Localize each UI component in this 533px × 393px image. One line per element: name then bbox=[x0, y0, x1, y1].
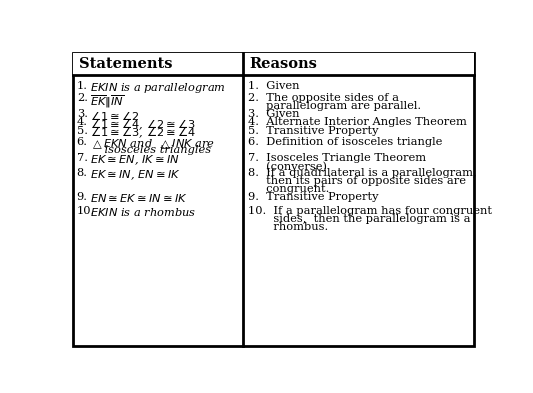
Text: $EK \cong IN$, $EN \cong IK$: $EK \cong IN$, $EN \cong IK$ bbox=[90, 168, 181, 182]
Text: 7.: 7. bbox=[77, 153, 88, 163]
Text: 3.: 3. bbox=[77, 109, 88, 119]
Text: 4.  Alternate Interior Angles Theorem: 4. Alternate Interior Angles Theorem bbox=[248, 117, 467, 127]
Text: Statements: Statements bbox=[79, 57, 173, 71]
Text: 5.: 5. bbox=[77, 126, 88, 136]
Text: 2.  The opposite sides of a: 2. The opposite sides of a bbox=[248, 94, 399, 103]
Text: $EK \cong EN$, $IK \cong IN$: $EK \cong EN$, $IK \cong IN$ bbox=[90, 153, 180, 167]
Bar bbox=[73, 53, 473, 75]
Text: 1.: 1. bbox=[77, 81, 88, 91]
Text: $\angle 1 \cong \angle 2$: $\angle 1 \cong \angle 2$ bbox=[90, 109, 140, 122]
Text: $\angle 1 \cong \angle 3$, $\angle 2 \cong \angle 4$: $\angle 1 \cong \angle 3$, $\angle 2 \co… bbox=[90, 126, 196, 140]
Text: 7.  Isosceles Triangle Theorem: 7. Isosceles Triangle Theorem bbox=[248, 153, 426, 163]
Text: 2.: 2. bbox=[77, 94, 88, 103]
Text: sides,  then the parallelogram is a: sides, then the parallelogram is a bbox=[248, 214, 471, 224]
Text: 3.  Given: 3. Given bbox=[248, 109, 300, 119]
Text: $\overline{EK} \| \overline{IN}$: $\overline{EK} \| \overline{IN}$ bbox=[90, 94, 124, 110]
Text: then its pairs of opposite sides are: then its pairs of opposite sides are bbox=[248, 176, 466, 186]
Text: rhombus.: rhombus. bbox=[248, 222, 328, 232]
Text: parallelogram are parallel.: parallelogram are parallel. bbox=[248, 101, 421, 112]
Text: $EN \cong EK \cong IN \cong IK$: $EN \cong EK \cong IN \cong IK$ bbox=[90, 192, 188, 204]
Text: 5.  Transitive Property: 5. Transitive Property bbox=[248, 126, 378, 136]
Text: $\triangle EKN$ and  $\triangle INK$ are: $\triangle EKN$ and $\triangle INK$ are bbox=[90, 137, 215, 151]
Text: 10.: 10. bbox=[77, 206, 95, 216]
Text: 9.  Transitive Property: 9. Transitive Property bbox=[248, 192, 378, 202]
Text: 1.  Given: 1. Given bbox=[248, 81, 300, 91]
Text: 6.  Definition of isosceles triangle: 6. Definition of isosceles triangle bbox=[248, 137, 442, 147]
Text: 10.  If a parallelogram has four congruent: 10. If a parallelogram has four congruen… bbox=[248, 206, 492, 216]
Text: 8.: 8. bbox=[77, 168, 88, 178]
Text: Reasons: Reasons bbox=[249, 57, 317, 71]
Text: 8.  If a quadrilateral is a parallelogram,: 8. If a quadrilateral is a parallelogram… bbox=[248, 168, 477, 178]
Text: $\angle 1 \cong \angle 4$, $\angle 2 \cong \angle 3$: $\angle 1 \cong \angle 4$, $\angle 2 \co… bbox=[90, 117, 196, 132]
Text: $EKIN$ is a rhombus: $EKIN$ is a rhombus bbox=[90, 206, 196, 218]
Text: 4.: 4. bbox=[77, 117, 88, 127]
Text: congruent.: congruent. bbox=[248, 184, 329, 194]
Text: 9.: 9. bbox=[77, 192, 88, 202]
Text: (converse): (converse) bbox=[248, 162, 327, 172]
Text: $EKIN$ is a parallelogram: $EKIN$ is a parallelogram bbox=[90, 81, 226, 95]
Text: 6.: 6. bbox=[77, 137, 88, 147]
Text: isosceles triangles: isosceles triangles bbox=[90, 145, 211, 155]
